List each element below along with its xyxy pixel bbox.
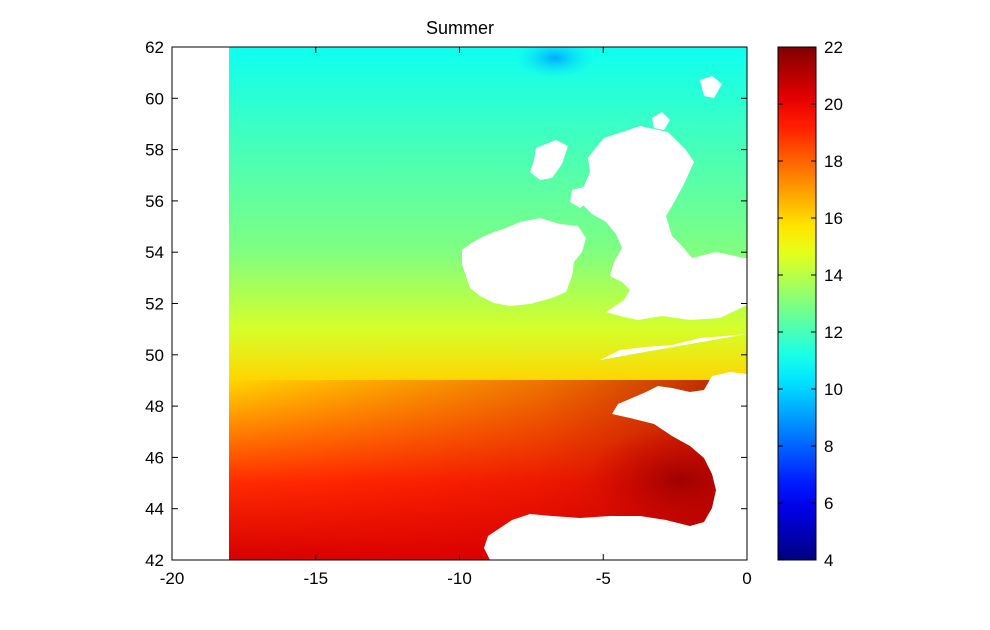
northern-cold-patch [515,47,595,78]
colorbar-tick-label: 22 [824,38,843,57]
y-tick-label: 54 [145,243,164,262]
colorbar-ticks: 4 6 8 10 12 14 16 18 20 22 [778,38,843,570]
orkney-shetland-islands [652,76,722,130]
x-tick-label: -20 [160,569,185,588]
colorbar-tick-label: 18 [824,152,843,171]
x-axis-ticks: -20 -15 -10 -5 0 [160,47,752,588]
y-tick-label: 60 [145,89,164,108]
colorbar-tick-label: 6 [824,494,833,513]
land-masses [462,76,747,560]
colorbar-tick-label: 16 [824,209,843,228]
y-tick-label: 58 [145,141,164,160]
y-tick-label: 52 [145,295,164,314]
colorbar [777,46,817,561]
plot-area [172,47,747,560]
colorbar-tick-label: 8 [824,437,833,456]
y-tick-label: 56 [145,192,164,211]
great-britain-landmass [574,126,747,320]
x-tick-label: -15 [303,569,328,588]
y-tick-label: 62 [145,38,164,57]
x-tick-label: -10 [447,569,472,588]
ireland-landmass [462,218,586,306]
y-tick-label: 44 [145,500,164,519]
y-tick-label: 48 [145,397,164,416]
colorbar-tick-label: 4 [824,551,833,570]
y-axis-ticks: 42 44 46 48 50 52 54 56 58 60 62 [145,38,747,570]
continental-europe-landmass [484,334,747,560]
y-tick-label: 42 [145,551,164,570]
colorbar-tick-label: 12 [824,323,843,342]
colorbar-tick-label: 10 [824,380,843,399]
chart-title: Summer [426,18,494,38]
colorbar-tick-label: 20 [824,95,843,114]
colorbar-tick-label: 14 [824,266,843,285]
y-tick-label: 50 [145,346,164,365]
hebrides-islands [530,140,592,208]
x-tick-label: -5 [596,569,611,588]
y-tick-label: 46 [145,448,164,467]
x-tick-label: 0 [742,569,751,588]
